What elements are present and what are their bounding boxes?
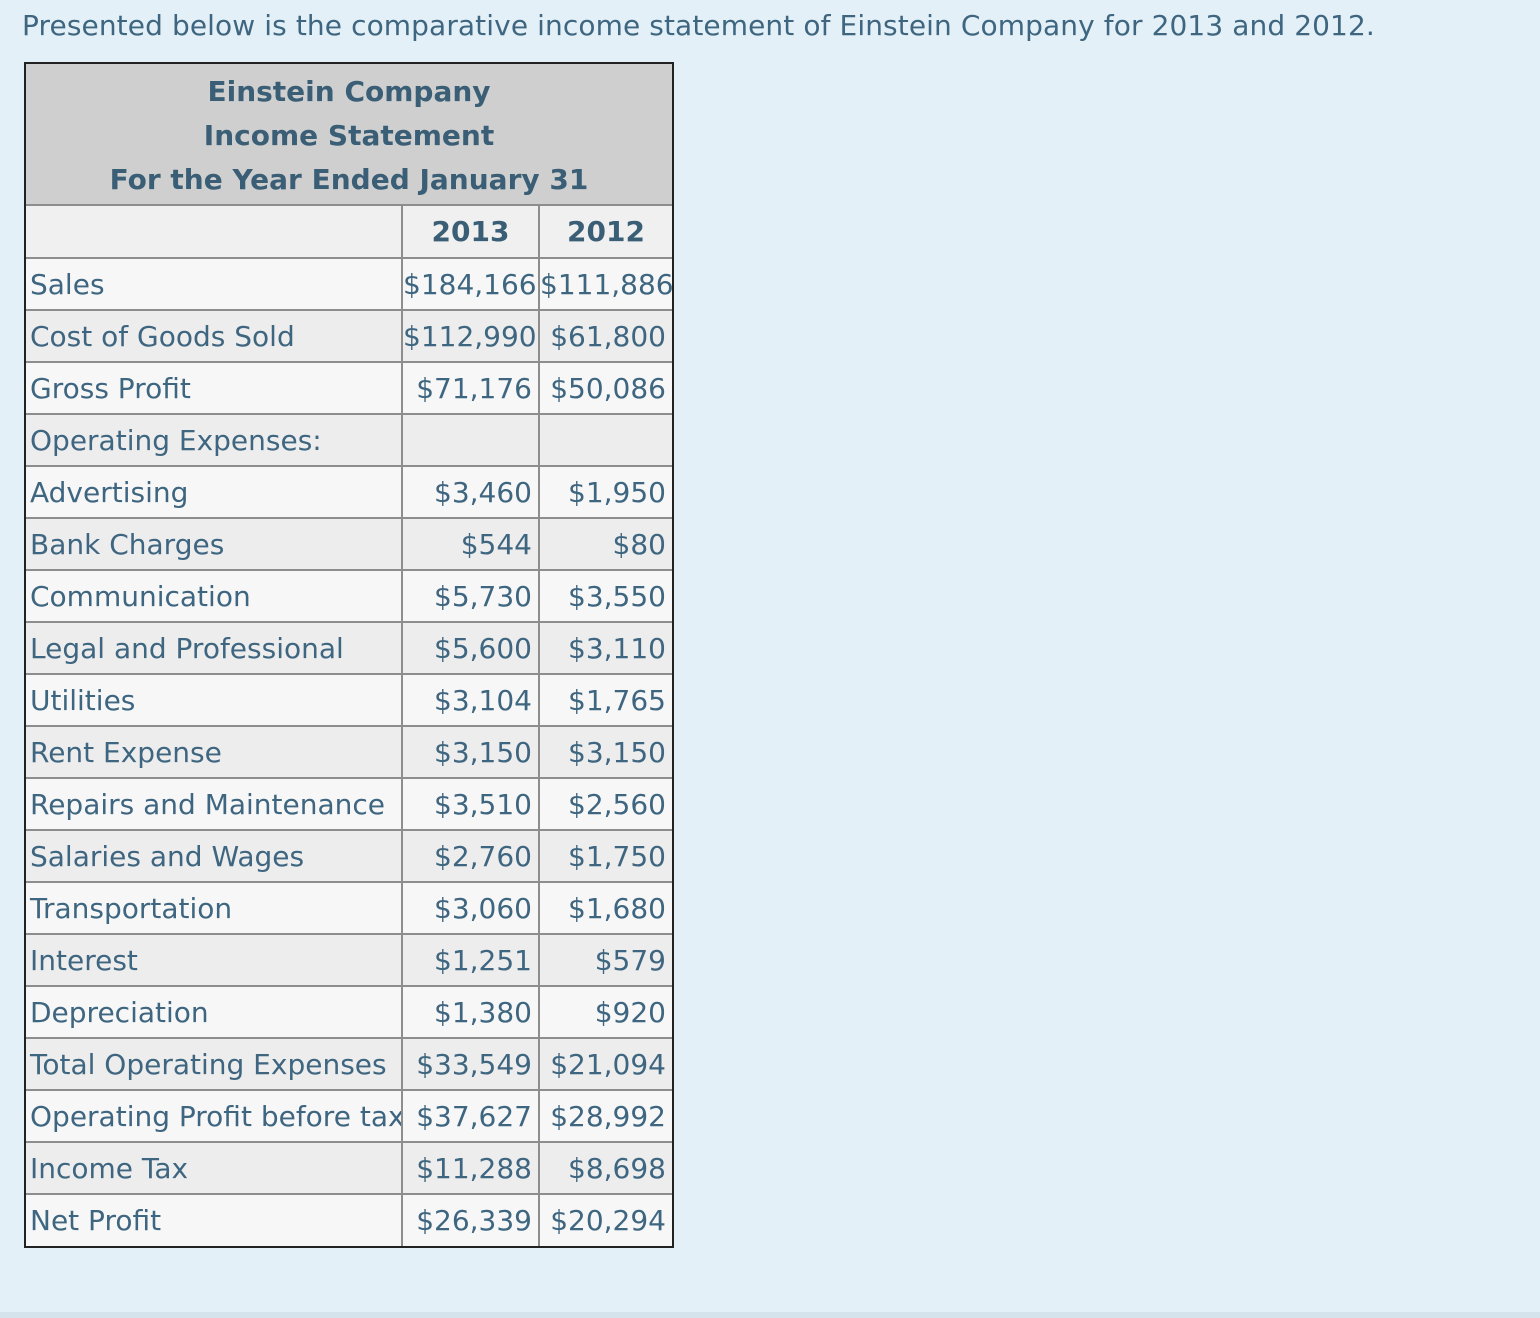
value-2012: $8,698 <box>539 1142 672 1195</box>
value-2013: $26,339 <box>402 1194 540 1246</box>
value-2013: $3,104 <box>402 674 540 727</box>
row-label: Sales <box>26 258 403 311</box>
table-row: Cost of Goods Sold $112,990 $61,800 <box>26 310 672 363</box>
value-2013 <box>402 414 540 467</box>
table-row: Legal and Professional $5,600 $3,110 <box>26 622 672 675</box>
value-2012: $3,110 <box>539 622 672 675</box>
row-label: Salaries and Wages <box>26 830 403 883</box>
value-2013: $1,251 <box>402 934 540 987</box>
row-label: Rent Expense <box>26 726 403 779</box>
table-row: Communication $5,730 $3,550 <box>26 570 672 623</box>
year-2013-header: 2013 <box>402 206 540 259</box>
statement-title: Income Statement <box>203 119 495 152</box>
value-2012: $3,150 <box>539 726 672 779</box>
table-row: Gross Profit $71,176 $50,086 <box>26 362 672 415</box>
table-row: Net Profit $26,339 $20,294 <box>26 1194 672 1246</box>
row-label: Net Profit <box>26 1194 403 1246</box>
row-label: Income Tax <box>26 1142 403 1195</box>
row-label: Bank Charges <box>26 518 403 571</box>
value-2013: $5,730 <box>402 570 540 623</box>
value-2012: $1,950 <box>539 466 672 519</box>
row-label: Utilities <box>26 674 403 727</box>
value-2013: $544 <box>402 518 540 571</box>
row-label: Interest <box>26 934 403 987</box>
value-2012: $28,992 <box>539 1090 672 1143</box>
value-2012: $2,560 <box>539 778 672 831</box>
row-label: Operating Expenses: <box>26 414 403 467</box>
table-row: Utilities $3,104 $1,765 <box>26 674 672 727</box>
value-2013: $1,380 <box>402 986 540 1039</box>
value-2012: $1,765 <box>539 674 672 727</box>
value-2013: $112,990 <box>402 310 540 363</box>
value-2012 <box>539 414 672 467</box>
table-row: Depreciation $1,380 $920 <box>26 986 672 1039</box>
value-2012: $3,550 <box>539 570 672 623</box>
value-2013: $3,150 <box>402 726 540 779</box>
value-2012: $21,094 <box>539 1038 672 1091</box>
value-2012: $20,294 <box>539 1194 672 1246</box>
row-label: Gross Profit <box>26 362 403 415</box>
row-label: Legal and Professional <box>26 622 403 675</box>
table-row: Rent Expense $3,150 $3,150 <box>26 726 672 779</box>
table-row: Advertising $3,460 $1,950 <box>26 466 672 519</box>
row-label: Transportation <box>26 882 403 935</box>
row-label: Advertising <box>26 466 403 519</box>
value-2012: $579 <box>539 934 672 987</box>
row-label: Depreciation <box>26 986 403 1039</box>
value-2012: $920 <box>539 986 672 1039</box>
table-row: Operating Expenses: <box>26 414 672 467</box>
value-2013: $37,627 <box>402 1090 540 1143</box>
income-statement-table: 2013 2012 Sales $184,166 $111,886 Cost of G… <box>26 206 672 1246</box>
intro-text: Presented below is the comparative incom… <box>22 9 1375 42</box>
table-row: Bank Charges $544 $80 <box>26 518 672 571</box>
value-2013: $33,549 <box>402 1038 540 1091</box>
table-row: Total Operating Expenses $33,549 $21,094 <box>26 1038 672 1091</box>
row-label: Operating Profit before tax <box>26 1090 403 1143</box>
table-row: Operating Profit before tax $37,627 $28,99… <box>26 1090 672 1143</box>
row-label: Total Operating Expenses <box>26 1038 403 1091</box>
value-2013: $3,510 <box>402 778 540 831</box>
table-row: Sales $184,166 $111,886 <box>26 258 672 311</box>
table-row: Interest $1,251 $579 <box>26 934 672 987</box>
table-row: Repairs and Maintenance $3,510 $2,560 <box>26 778 672 831</box>
value-2013: $11,288 <box>402 1142 540 1195</box>
value-2012: $111,886 <box>539 258 672 311</box>
value-2012: $1,680 <box>539 882 672 935</box>
value-2012: $61,800 <box>539 310 672 363</box>
statement-rows: Sales $184,166 $111,886 Cost of Goods Sold $… <box>26 258 672 1246</box>
table-row: Salaries and Wages $2,760 $1,750 <box>26 830 672 883</box>
value-2012: $50,086 <box>539 362 672 415</box>
company-name: Einstein Company <box>207 75 491 108</box>
value-2013: $184,166 <box>402 258 540 311</box>
year-header-row: 2013 2012 <box>26 206 672 259</box>
row-label: Repairs and Maintenance <box>26 778 403 831</box>
value-2013: $5,600 <box>402 622 540 675</box>
value-2013: $3,460 <box>402 466 540 519</box>
value-2013: $3,060 <box>402 882 540 935</box>
income-statement: Einstein Company Income Statement For th… <box>24 62 674 1248</box>
statement-period: For the Year Ended January 31 <box>109 163 589 196</box>
statement-header: Einstein Company Income Statement For th… <box>26 64 672 206</box>
row-label: Cost of Goods Sold <box>26 310 403 363</box>
row-label: Communication <box>26 570 403 623</box>
value-2012: $1,750 <box>539 830 672 883</box>
table-row: Transportation $3,060 $1,680 <box>26 882 672 935</box>
value-2013: $2,760 <box>402 830 540 883</box>
year-2012-header: 2012 <box>539 206 672 259</box>
value-2013: $71,176 <box>402 362 540 415</box>
table-row: Income Tax $11,288 $8,698 <box>26 1142 672 1195</box>
header-label-cell <box>26 206 403 259</box>
value-2012: $80 <box>539 518 672 571</box>
page-bottom-divider <box>0 1312 1540 1318</box>
